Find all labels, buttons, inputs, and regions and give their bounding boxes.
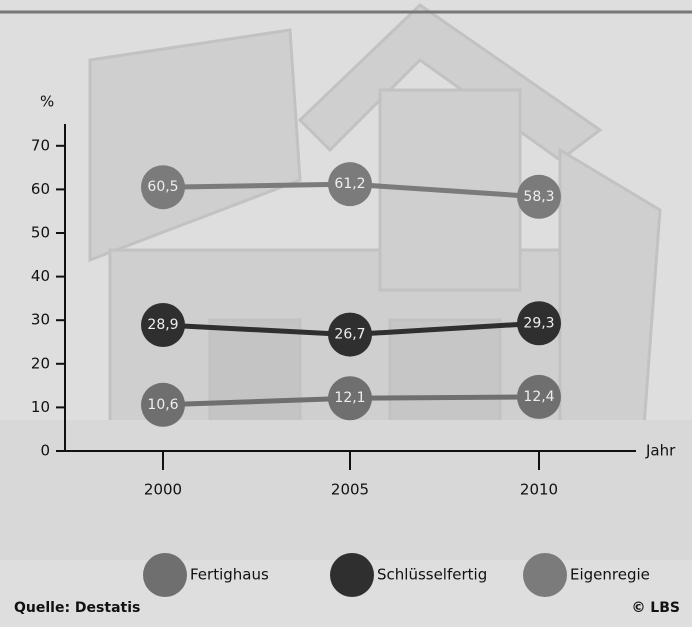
x-axis-label: Jahr (645, 442, 676, 460)
data-label: 58,3 (523, 189, 554, 205)
x-tick-label: 2010 (520, 481, 558, 499)
y-tick-label: 30 (31, 311, 50, 329)
y-tick-label: 40 (31, 267, 50, 285)
y-axis-label: % (40, 93, 54, 111)
data-point (517, 174, 561, 219)
legend-swatch (523, 553, 567, 597)
data-label: 10,6 (147, 397, 178, 413)
data-label: 26,7 (334, 327, 365, 343)
credit: © LBS (631, 600, 680, 616)
data-label: 12,4 (523, 389, 554, 405)
data-point (141, 302, 185, 347)
data-label: 28,9 (147, 317, 178, 333)
source: Quelle: Destatis (14, 600, 140, 616)
y-tick-label: 70 (31, 136, 50, 154)
legend-label: Eigenregie (570, 566, 650, 584)
data-point (141, 165, 185, 210)
y-tick-label: 10 (31, 398, 50, 416)
data-point (517, 374, 561, 419)
x-tick-label: 2000 (144, 481, 182, 499)
legend-swatch (143, 553, 187, 597)
data-point (328, 312, 372, 357)
y-tick-label: 50 (31, 224, 50, 242)
x-tick-label: 2005 (331, 481, 369, 499)
data-point (328, 162, 372, 207)
data-label: 61,2 (334, 176, 365, 192)
legend-swatch (330, 553, 374, 597)
y-tick-label: 60 (31, 180, 50, 198)
data-point (328, 376, 372, 421)
data-point (141, 382, 185, 427)
legend-label: Schlüsselfertig (377, 566, 487, 584)
data-label: 60,5 (147, 179, 178, 195)
data-label: 12,1 (334, 390, 365, 406)
data-label: 29,3 (523, 315, 554, 331)
y-tick-label: 20 (31, 354, 50, 372)
legend-label: Fertighaus (190, 566, 269, 584)
y-tick-label: 0 (40, 442, 50, 460)
data-point (517, 301, 561, 346)
